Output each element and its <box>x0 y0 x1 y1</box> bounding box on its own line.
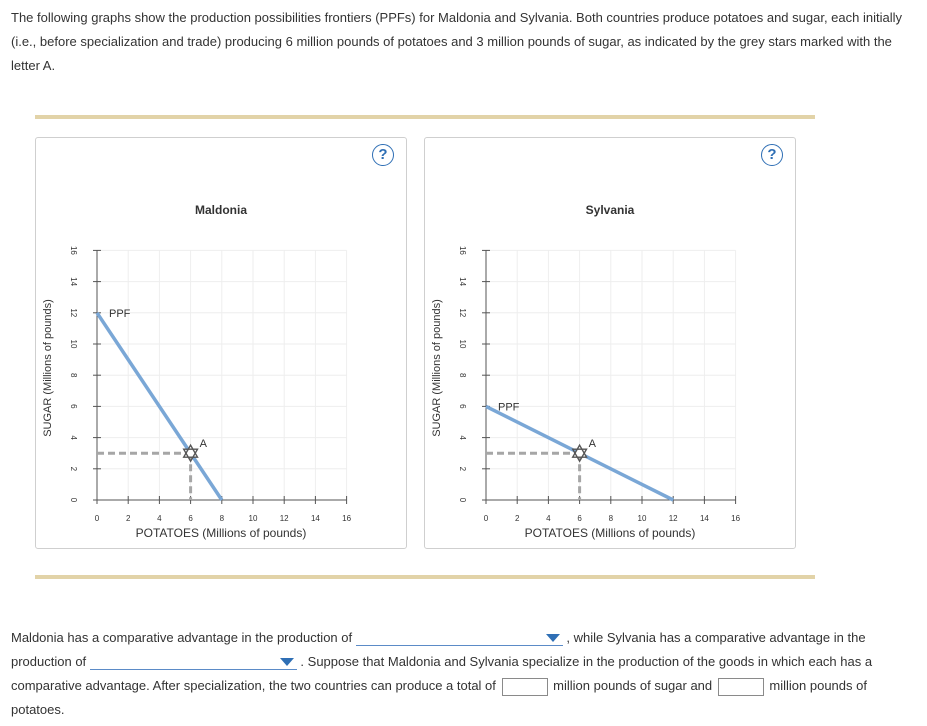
sylvania-x-axis-label: POTATOES (Millions of pounds) <box>525 526 696 540</box>
dropdown-2-caret-icon <box>279 658 294 667</box>
question-part-3: . Suppose that Maldonia and Sylvania spe… <box>11 654 873 693</box>
sylvania-chart-title: Sylvania <box>586 203 635 217</box>
sylvania-x-tick-label: 14 <box>700 514 709 523</box>
question-part-4: million pounds of sugar and <box>553 678 713 693</box>
maldonia-chart[interactable]: 0 2 4 6 8 10 12 14 16 0 2 4 6 8 10 12 14 16 Maldonia POTATO… <box>36 138 406 548</box>
maldonia-x-tick-label: 2 <box>126 514 131 523</box>
maldonia-y-tick-label: 4 <box>69 435 78 440</box>
question-part-2: , while Sylvania has a comparative advan… <box>11 630 866 669</box>
sylvania-y-axis-label: SUGAR (Millions of pounds) <box>431 299 443 437</box>
maldonia-y-tick-label: 6 <box>69 404 78 409</box>
sylvania-ppf-label: PPF <box>498 401 520 413</box>
maldonia-x-tick-label: 6 <box>188 514 193 523</box>
question-part-1: Maldonia has a comparative advantage in … <box>11 630 353 645</box>
maldonia-y-tick-label: 10 <box>69 340 78 349</box>
maldonia-y-tick-label: 14 <box>69 277 78 286</box>
sylvania-point-a-label: A <box>589 438 597 450</box>
comparative-advantage-maldonia-dropdown[interactable] <box>355 631 563 647</box>
maldonia-chart-title: Maldonia <box>195 203 247 217</box>
sylvania-y-tick-label: 14 <box>458 277 467 286</box>
maldonia-ppf-label: PPF <box>109 308 131 320</box>
maldonia-x-tick-label: 14 <box>311 514 320 523</box>
dropdown-1-caret-icon <box>545 634 560 643</box>
maldonia-point-a-star-icon-inner <box>182 448 199 463</box>
sylvania-y-tick-label: 12 <box>458 308 467 317</box>
maldonia-y-tick-label: 0 <box>69 498 78 503</box>
maldonia-x-tick-label: 4 <box>157 514 162 523</box>
question-text: Maldonia has a comparative advantage in … <box>11 626 916 722</box>
sylvania-x-tick-label: 0 <box>484 514 489 523</box>
sylvania-point-a-star-icon-inner <box>571 448 588 463</box>
sylvania-y-tick-label: 6 <box>458 404 467 409</box>
maldonia-x-tick-label: 8 <box>220 514 225 523</box>
sugar-total-input[interactable] <box>501 677 548 696</box>
maldonia-y-tick-label: 12 <box>69 308 78 317</box>
maldonia-y-tick-label: 2 <box>69 467 78 472</box>
maldonia-y-tick-label: 8 <box>69 373 78 378</box>
sylvania-x-tick-label: 6 <box>577 514 582 523</box>
maldonia-y-axis-label: SUGAR (Millions of pounds) <box>42 299 54 437</box>
sylvania-y-tick-label: 8 <box>458 373 467 378</box>
bottom-divider <box>35 575 815 579</box>
sylvania-chart[interactable]: 0 2 4 6 8 10 12 14 16 0 2 4 6 8 10 12 14 16 Sylvania POTATO… <box>425 138 795 548</box>
maldonia-graph-panel: ? 0 2 4 6 8 10 12 14 16 0 2 4 6 8 10 12 14 16 Maldonia POTA… <box>35 137 407 549</box>
sylvania-x-tick-label: 2 <box>515 514 520 523</box>
maldonia-x-tick-label: 10 <box>249 514 258 523</box>
comparative-advantage-sylvania-dropdown[interactable] <box>89 655 297 671</box>
top-divider <box>35 115 815 119</box>
sylvania-x-tick-label: 4 <box>546 514 551 523</box>
sylvania-y-tick-label: 4 <box>458 435 467 440</box>
maldonia-y-tick-label: 16 <box>69 246 78 255</box>
maldonia-point-a-label: A <box>200 438 208 450</box>
sylvania-x-tick-label: 12 <box>669 514 678 523</box>
sylvania-y-tick-label: 0 <box>458 498 467 503</box>
maldonia-x-tick-label: 12 <box>280 514 289 523</box>
maldonia-x-axis-label: POTATOES (Millions of pounds) <box>136 526 307 540</box>
maldonia-ppf-line[interactable] <box>95 311 224 501</box>
question-part-5: million pounds of potatoes. <box>11 678 867 717</box>
maldonia-x-tick-label: 0 <box>95 514 100 523</box>
sylvania-y-tick-label: 10 <box>458 340 467 349</box>
sylvania-y-tick-label: 2 <box>458 467 467 472</box>
maldonia-help-icon[interactable]: ? <box>372 144 394 166</box>
intro-text: The following graphs show the production… <box>11 10 902 73</box>
sylvania-x-tick-label: 10 <box>638 514 647 523</box>
maldonia-x-tick-label: 16 <box>342 514 351 523</box>
sylvania-y-tick-label: 16 <box>458 246 467 255</box>
potatoes-total-input[interactable] <box>717 677 764 696</box>
sylvania-graph-panel: ? 0 2 4 6 8 10 12 14 16 0 2 4 6 8 10 12 14 16 Sylvania POTA… <box>424 137 796 549</box>
sylvania-help-icon[interactable]: ? <box>761 144 783 166</box>
sylvania-x-tick-label: 8 <box>609 514 614 523</box>
sylvania-x-tick-label: 16 <box>731 514 740 523</box>
